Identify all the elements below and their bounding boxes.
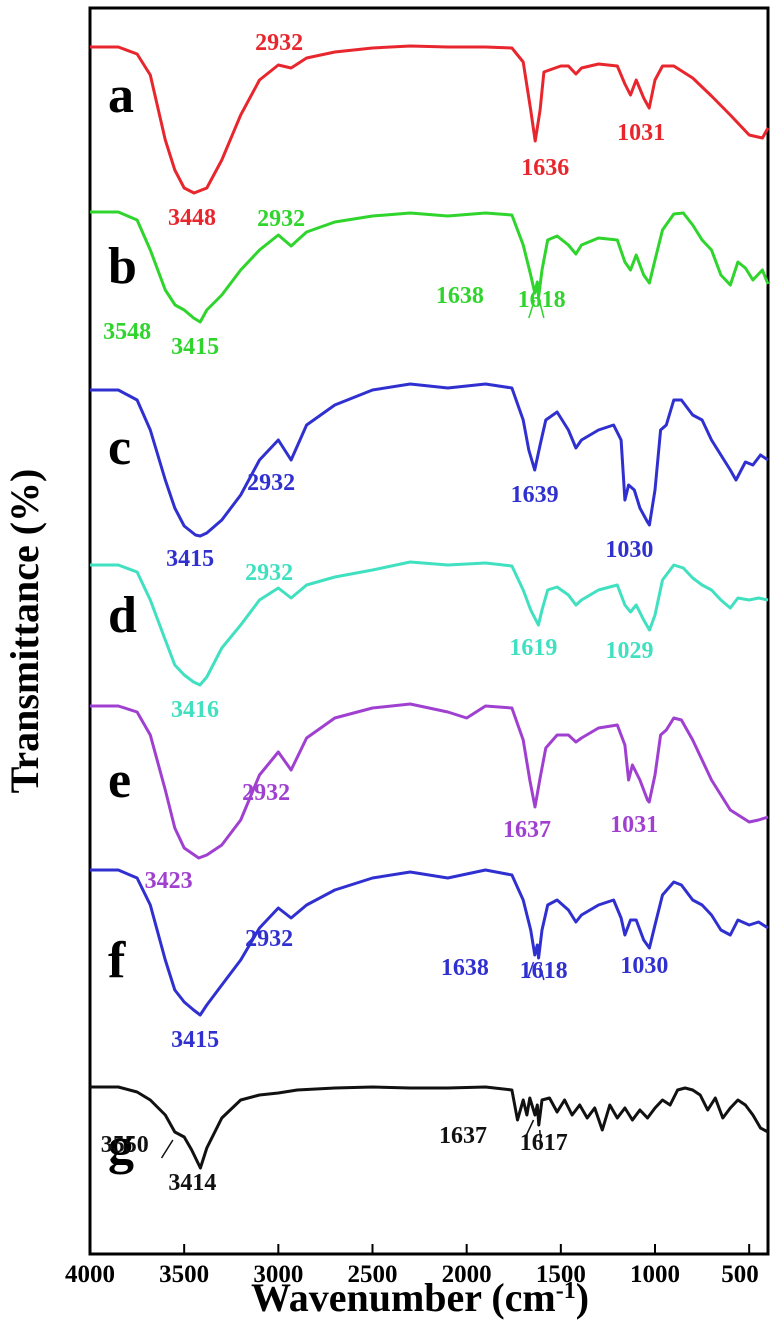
peak-leader-line <box>539 301 545 319</box>
x-tick-label: 2500 <box>348 1261 398 1288</box>
peak-label-d: 2932 <box>245 560 293 586</box>
x-tick-label: 4000 <box>65 1261 115 1288</box>
spectrum-line-c <box>90 382 769 538</box>
curve-letter-f: f <box>108 932 126 989</box>
peak-label-b: 2932 <box>257 206 305 232</box>
peak-label-d: 3416 <box>171 697 219 723</box>
peak-leader-line <box>528 299 536 319</box>
x-axis-title-close: ) <box>576 1275 589 1320</box>
peak-label-a: 1031 <box>617 120 665 146</box>
peak-label-b: 1638 <box>436 283 484 309</box>
peak-label-g: 3414 <box>168 1170 216 1196</box>
peak-leader-line <box>160 1139 174 1159</box>
peak-label-f: 3415 <box>171 1027 219 1053</box>
peak-label-a: 1636 <box>521 155 569 181</box>
x-tick-label: 1000 <box>630 1261 680 1288</box>
peak-annotations: 3448 2932 1636 1031 3548 3415 2932 1638 1618 3415… <box>101 30 669 1196</box>
x-axis-title-main: Wavenumber (cm <box>251 1275 556 1320</box>
x-tick-label: 1500 <box>536 1261 586 1288</box>
peak-label-d: 1619 <box>509 635 557 661</box>
spectrum-line-e <box>90 702 769 860</box>
peak-label-e: 3423 <box>145 868 193 894</box>
peak-label-f: 1618 <box>520 958 568 984</box>
x-axis-title-superscript: -1 <box>556 1278 576 1304</box>
peak-label-f: 1638 <box>441 955 489 981</box>
curve-letter-e: e <box>108 752 131 809</box>
peak-leader-line <box>538 1129 542 1146</box>
x-tick-label: 3000 <box>253 1261 303 1288</box>
curve-letter-a: a <box>108 67 134 124</box>
curve-letters: a b c d e f g <box>108 67 137 1175</box>
spectrum-line-f <box>90 868 769 1017</box>
spectra-curves <box>90 44 770 1170</box>
y-axis-title: Transmittance (%) <box>2 469 47 794</box>
spectrum-line-b <box>90 210 770 324</box>
peak-leader-line <box>524 1119 535 1139</box>
peak-label-b: 3415 <box>171 334 219 360</box>
spectrum-line-d <box>90 560 769 687</box>
curve-letter-c: c <box>108 419 131 476</box>
spectrum-line-a <box>90 44 770 195</box>
x-axis-ticks: 4000 3500 3000 2500 2000 1500 1000 500 <box>65 1244 759 1288</box>
peak-label-c: 1030 <box>605 537 653 563</box>
peak-label-b: 3548 <box>103 319 151 345</box>
peak-label-c: 2932 <box>247 470 295 496</box>
peak-label-e: 1031 <box>610 812 658 838</box>
peak-label-c: 3415 <box>166 546 214 572</box>
peak-label-d: 1029 <box>606 638 654 664</box>
curve-letter-b: b <box>108 238 137 295</box>
peak-label-e: 2932 <box>242 780 290 806</box>
peak-label-f: 1030 <box>620 953 668 979</box>
peak-label-a: 2932 <box>255 30 303 56</box>
peak-leader-line <box>539 964 545 981</box>
peak-label-g: 3550 <box>101 1132 149 1158</box>
curve-letter-g: g <box>108 1118 134 1175</box>
spectrum-line-g <box>90 1085 769 1170</box>
plot-frame <box>88 6 770 1256</box>
peak-label-g: 1637 <box>439 1123 487 1149</box>
x-tick-label: 500 <box>721 1261 759 1288</box>
x-tick-label: 2000 <box>442 1261 492 1288</box>
curve-letter-d: d <box>108 587 137 644</box>
peak-label-f: 2932 <box>245 926 293 952</box>
peak-label-e: 1637 <box>503 817 551 843</box>
peak-label-g: 1617 <box>520 1130 568 1156</box>
peak-label-c: 1639 <box>511 482 559 508</box>
peak-leader-line <box>527 961 535 979</box>
x-axis-title: Wavenumber (cm-1) <box>251 1275 589 1320</box>
x-tick-label: 3500 <box>159 1261 209 1288</box>
peak-label-a: 3448 <box>168 205 216 231</box>
